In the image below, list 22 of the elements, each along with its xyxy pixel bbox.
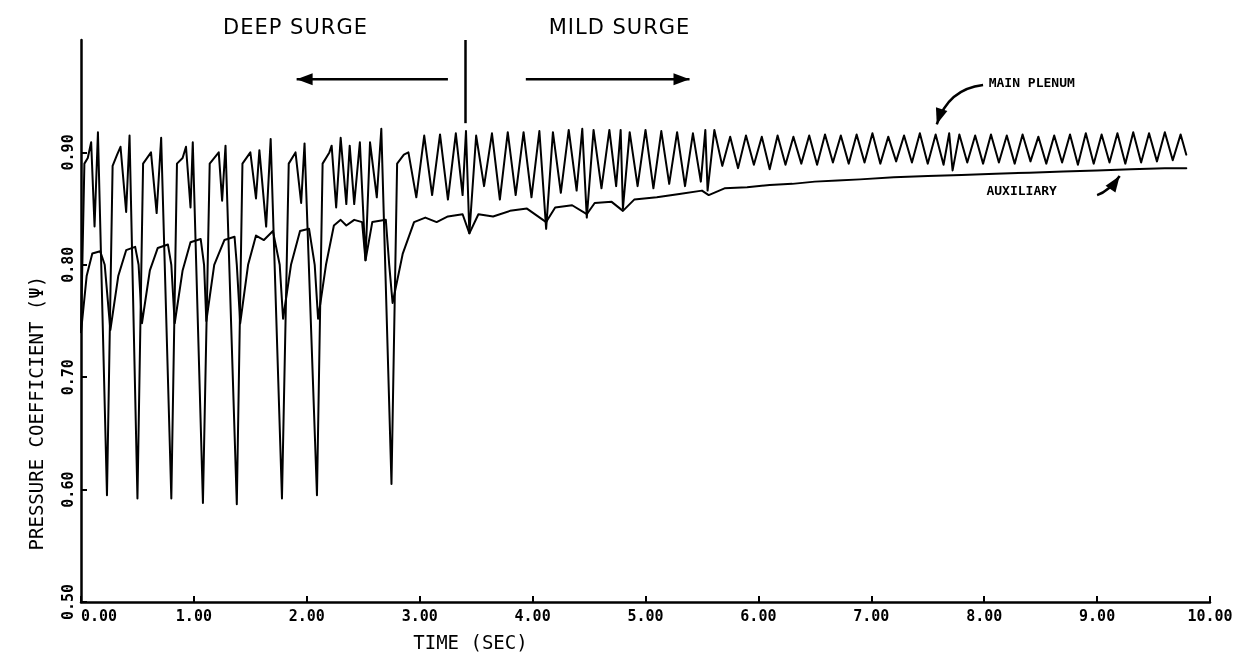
x-tick-label: 10.00 [1187,606,1233,625]
x-tick-label: 6.00 [740,606,777,625]
x-tick-label: 9.00 [1079,606,1116,625]
y-tick-label: 0.60 [58,471,77,508]
x-axis-title: TIME (SEC) [413,631,528,653]
x-tick-label: 2.00 [288,606,325,625]
y-axis-title: PRESSURE COEFFICIENT (Ψ) [25,275,47,551]
text: DEEP SURGE [223,15,368,40]
x-tick-label: 3.00 [401,606,438,625]
series-label: AUXILIARY [986,183,1058,199]
y-tick-label: 0.70 [58,359,77,396]
x-tick-label: 5.00 [627,606,664,625]
y-tick-label: 0.50 [58,583,77,621]
text: MILD SURGE [548,15,691,40]
text: MAIN PLENUM [988,75,1075,91]
x-tick-label: 4.00 [514,606,551,625]
x-tick-label: 7.00 [853,606,890,625]
y-tick-label: 0.80 [58,246,77,283]
x-tick-label: 1.00 [175,606,212,625]
x-tick-label: 0.00 [81,606,118,625]
y-tick-label: 0.90 [58,134,77,171]
x-tick-label: 8.00 [966,606,1003,625]
